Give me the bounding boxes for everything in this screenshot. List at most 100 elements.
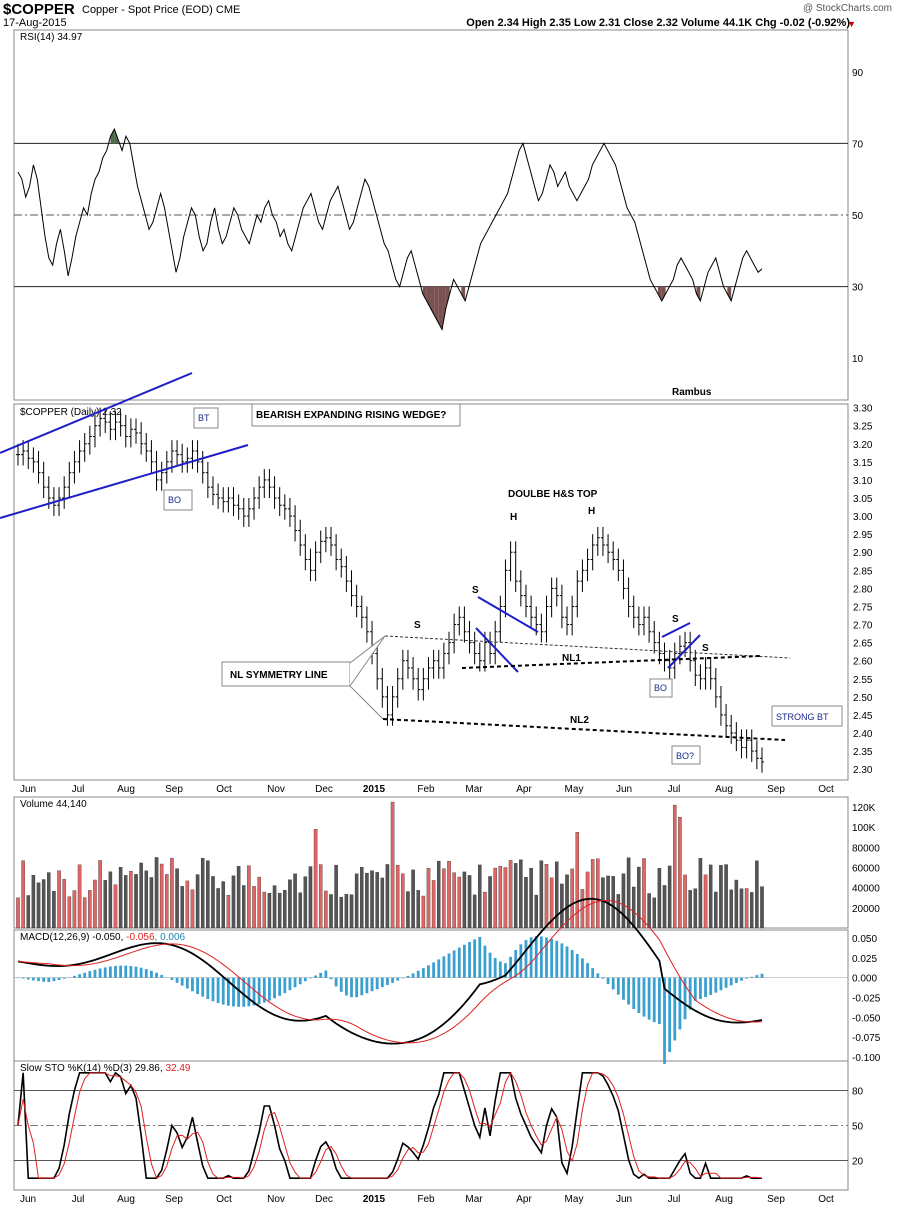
double-hs-top-label: DOULBE H&S TOP — [508, 489, 598, 500]
price-bar — [447, 631, 452, 665]
shoulder-label-4: S — [702, 643, 709, 654]
volume-bar — [313, 829, 318, 929]
volume-bar — [52, 890, 56, 929]
macd-hist-bar — [498, 961, 502, 978]
volume-bar — [631, 886, 636, 929]
price-bar — [98, 407, 103, 437]
price-bar — [600, 526, 605, 556]
price-bar — [103, 407, 108, 433]
macd-hist-bar — [196, 977, 199, 995]
price-tick-label: 2.40 — [853, 729, 873, 740]
price-bar — [631, 595, 636, 629]
macd-hist-bar — [519, 944, 523, 978]
price-bar — [513, 541, 518, 592]
price-bar — [724, 704, 729, 737]
volume-bar — [416, 890, 420, 929]
volume-bar — [452, 872, 456, 929]
panel-frame-price — [13, 403, 849, 781]
wedge-lower-line — [0, 444, 249, 519]
macd-tick-label: -0.050 — [852, 1013, 881, 1024]
volume-tick-label: 100K — [852, 823, 876, 834]
volume-bar — [180, 886, 184, 929]
price-bar — [190, 440, 195, 470]
nl-symmetry-pointer-2 — [349, 685, 384, 720]
price-bar — [241, 498, 246, 527]
price-bar — [226, 487, 231, 513]
volume-bar — [478, 864, 482, 929]
nl-symmetry-dashed — [384, 635, 791, 659]
price-bar — [92, 414, 97, 448]
price-bar — [523, 584, 528, 618]
macd-hist-bar — [493, 957, 497, 978]
price-bar — [467, 620, 472, 654]
volume-bar — [513, 863, 518, 929]
symbol-description: Copper - Spot Price (EOD) CME — [82, 4, 241, 16]
sto-x-label: Jun — [616, 1194, 632, 1205]
volume-bar — [31, 875, 36, 929]
price-bar — [518, 570, 523, 607]
panel-frame-vol — [13, 796, 849, 929]
macd-signal-value: -0.056 — [126, 932, 155, 943]
macd-hist-bar — [139, 967, 143, 978]
price-bar — [606, 534, 611, 564]
macd-hist-bar — [565, 946, 569, 978]
macd-hist-bar — [668, 977, 672, 1052]
shoulder-label-3: S — [672, 614, 679, 625]
price-bar — [287, 498, 292, 527]
volume-bar — [570, 868, 574, 929]
volume-bar — [611, 876, 615, 929]
nl-symmetry-pointer — [349, 635, 386, 687]
macd-hist-bar — [591, 968, 595, 978]
macd-signal-line — [17, 899, 763, 1044]
price-bar — [380, 667, 385, 708]
macd-hist-bar — [740, 977, 743, 981]
volume-bar — [724, 864, 728, 929]
price-bar — [87, 425, 92, 455]
macd-hist-bar — [704, 977, 707, 998]
macd-hist-bar — [473, 939, 477, 978]
sto-tick-label: 80 — [852, 1086, 864, 1097]
price-tick-label: 2.35 — [853, 747, 873, 758]
price-tick-label: 2.85 — [853, 566, 873, 577]
price-bar — [749, 729, 754, 762]
price-bar — [590, 534, 595, 571]
price-bar — [118, 411, 123, 437]
price-bar — [688, 631, 693, 672]
macd-tick-label: 0.050 — [852, 934, 877, 945]
macd-hist-bar — [380, 977, 384, 988]
macd-tick-label: -0.025 — [852, 993, 881, 1004]
price-bar — [441, 642, 446, 679]
price-bar — [246, 498, 251, 527]
macd-hist-bar — [262, 977, 266, 1003]
price-tick-label: 3.25 — [853, 422, 873, 433]
volume-bar — [170, 857, 174, 929]
price-x-label: Oct — [216, 784, 232, 795]
volume-bar — [231, 875, 236, 929]
price-tick-label: 2.55 — [853, 675, 873, 686]
nl-symmetry-callout: NL SYMMETRY LINE — [230, 670, 328, 681]
price-x-label: May — [565, 784, 584, 795]
price-bar — [31, 447, 36, 473]
macd-hist-bar — [283, 977, 287, 994]
volume-bar — [16, 897, 20, 929]
price-bar — [559, 584, 564, 629]
volume-bar — [483, 891, 487, 929]
volume-bar — [344, 894, 349, 929]
bo-question-callout: BO? — [676, 751, 694, 761]
sto-x-label: May — [565, 1194, 584, 1205]
macd-value: -0.050, — [92, 932, 126, 943]
volume-bar — [329, 894, 333, 929]
volume-bar — [216, 888, 220, 929]
volume-bar — [596, 858, 600, 929]
volume-bar — [72, 890, 77, 929]
macd-hist-bar — [539, 936, 543, 978]
flag-line-1 — [477, 596, 539, 633]
price-bar — [328, 526, 333, 556]
volume-bar — [683, 874, 687, 929]
flag-line-2 — [475, 627, 519, 673]
price-bar — [718, 686, 723, 726]
volume-bar — [708, 864, 713, 929]
macd-hist-bar — [88, 971, 92, 978]
price-x-label: Sep — [767, 784, 785, 795]
volume-panel-label: Volume 44,140 — [20, 799, 87, 810]
